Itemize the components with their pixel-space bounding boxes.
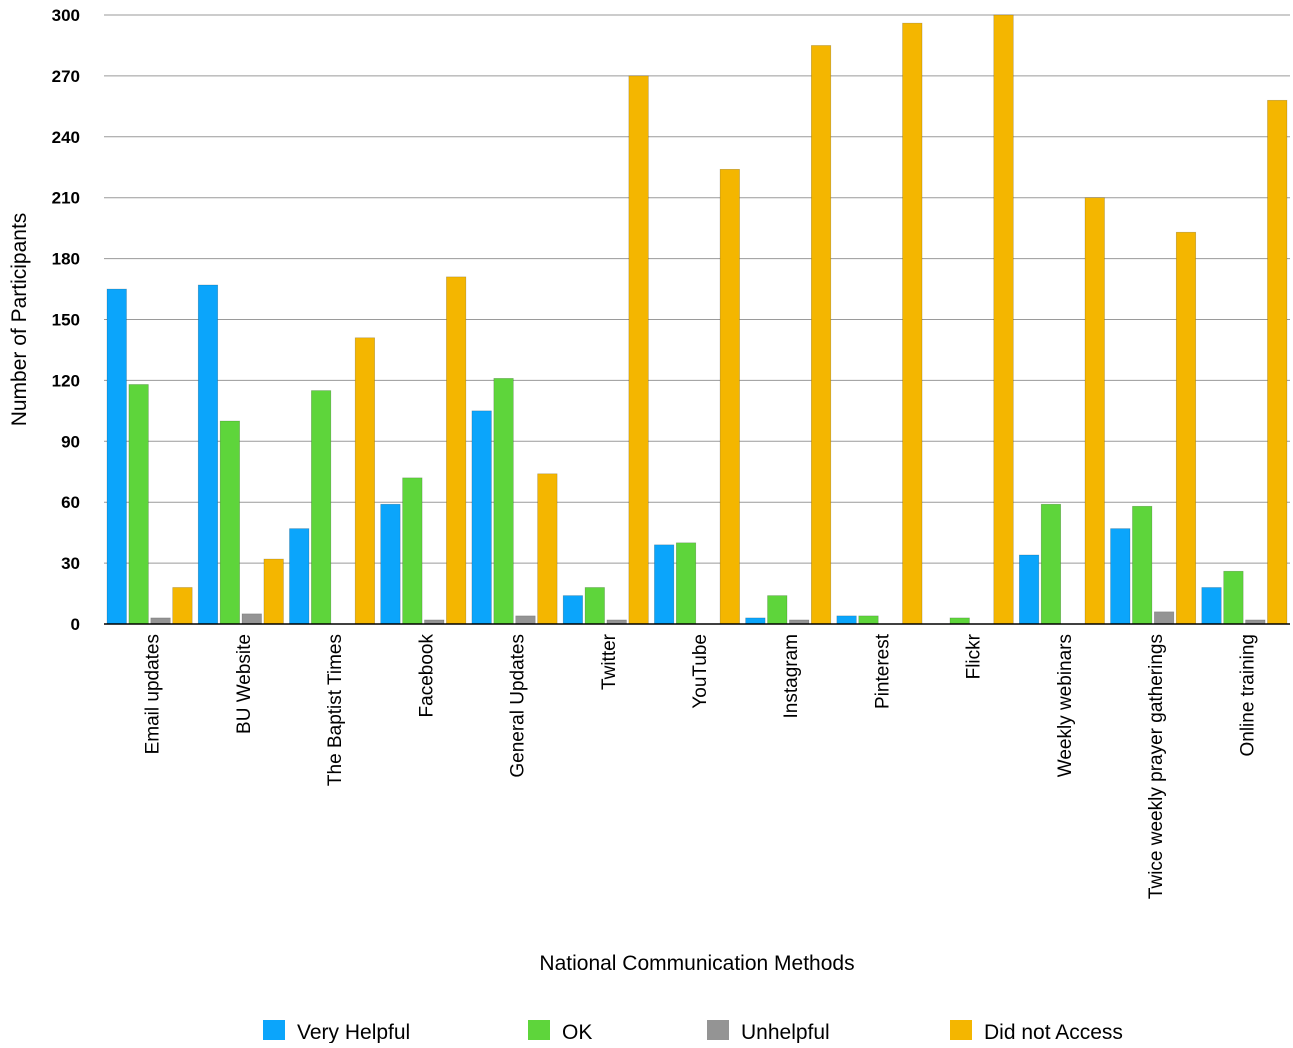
bar <box>745 617 766 625</box>
legend-swatch <box>528 1020 550 1040</box>
x-tick-label: Twitter <box>599 633 620 690</box>
x-tick-label: YouTube <box>690 634 711 709</box>
bar <box>811 45 832 625</box>
legend-label: OK <box>562 1021 592 1043</box>
bar <box>380 503 401 625</box>
bar <box>767 595 788 625</box>
legend-swatch <box>707 1020 729 1040</box>
bar <box>1084 197 1105 625</box>
x-axis-categories: Email updates BU Website The Baptist Times… <box>143 633 1259 899</box>
y-axis-title: Number of Participants <box>8 213 31 427</box>
bar <box>562 595 583 625</box>
bar <box>1201 587 1222 625</box>
bar <box>949 617 970 625</box>
y-tick-label: 0 <box>71 615 80 634</box>
legend-label: Unhelpful <box>741 1021 830 1043</box>
y-tick-label: 270 <box>52 67 80 86</box>
bar <box>354 337 375 625</box>
x-tick-label: Flickr <box>964 633 985 679</box>
bar <box>493 378 514 625</box>
x-axis-title: National Communication Methods <box>539 952 854 975</box>
y-tick-label: 240 <box>52 128 80 147</box>
bar <box>471 410 492 625</box>
bar <box>1223 570 1244 625</box>
y-axis-ticks: 0 30 60 90 120 150 180 210 240 270 300 <box>52 6 80 634</box>
x-tick-label: Instagram <box>781 634 802 718</box>
bar <box>172 587 193 625</box>
bar <box>106 288 127 625</box>
bar <box>1019 554 1040 625</box>
bar <box>537 473 558 625</box>
y-tick-label: 60 <box>61 493 80 512</box>
x-tick-label: Email updates <box>143 634 164 754</box>
legend-swatch <box>263 1020 285 1040</box>
bar <box>128 384 149 625</box>
x-tick-label: General Updates <box>508 634 529 778</box>
bar <box>902 22 923 625</box>
y-tick-label: 120 <box>52 371 80 390</box>
bar <box>1175 231 1197 625</box>
bar <box>402 477 423 625</box>
y-tick-label: 210 <box>52 189 80 208</box>
bar <box>515 615 536 625</box>
bar <box>197 284 219 625</box>
y-tick-label: 30 <box>61 554 80 573</box>
bar <box>263 558 284 625</box>
y-tick-label: 300 <box>52 6 80 25</box>
bar <box>675 542 697 625</box>
bar <box>241 613 262 625</box>
y-tick-label: 180 <box>52 250 80 269</box>
bar <box>289 528 310 625</box>
bar <box>1110 528 1131 625</box>
bar <box>1267 99 1288 625</box>
gridlines <box>104 14 1290 564</box>
y-tick-label: 150 <box>52 311 80 330</box>
bar <box>446 276 467 625</box>
legend-label: Very Helpful <box>297 1021 410 1043</box>
legend-label: Did not Access <box>984 1021 1123 1043</box>
y-tick-label: 90 <box>61 432 80 451</box>
bars <box>106 14 1288 625</box>
x-tick-label: Online training <box>1237 634 1258 757</box>
legend: Very Helpful OK Unhelpful Did not Access <box>263 1020 1123 1044</box>
bar <box>219 420 240 625</box>
legend-swatch <box>950 1020 972 1040</box>
x-tick-label: The Baptist Times <box>325 634 346 786</box>
x-tick-label: Pinterest <box>872 633 893 709</box>
bar <box>836 615 857 625</box>
bar <box>1154 611 1175 625</box>
bar <box>1040 503 1062 625</box>
bar <box>311 390 332 625</box>
bar <box>858 615 879 625</box>
bar <box>993 14 1014 625</box>
x-tick-label: Weekly webinars <box>1055 634 1076 777</box>
bar <box>150 617 171 625</box>
x-tick-label: BU Website <box>234 634 255 734</box>
bar <box>719 168 740 625</box>
bar <box>628 75 649 625</box>
bar <box>654 544 675 625</box>
x-tick-label: Facebook <box>416 634 437 718</box>
bar <box>1132 505 1153 625</box>
x-tick-label: Twice weekly prayer gatherings <box>1146 634 1167 899</box>
bar <box>584 587 605 625</box>
